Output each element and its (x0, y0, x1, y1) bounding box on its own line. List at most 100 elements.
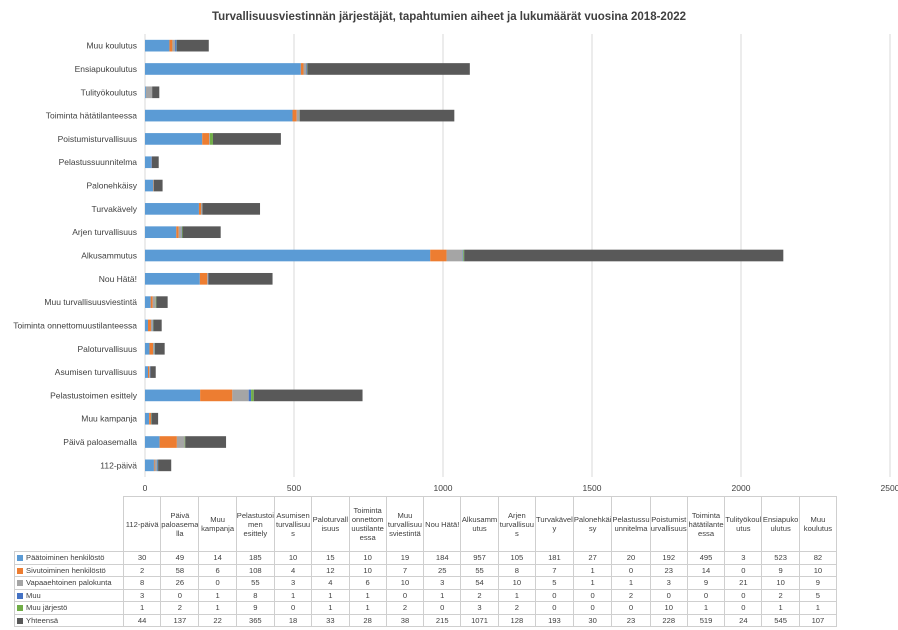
table-cell: 365 (235, 613, 275, 627)
table-cell: 1071 (460, 613, 499, 627)
table-cell: 181 (534, 551, 574, 565)
table-cell: 58 (160, 563, 200, 577)
bar-series (145, 39, 784, 472)
table-cell: 3 (273, 576, 313, 590)
table-cell: 0 (724, 601, 763, 615)
table-column-header: Tulityökoul utus (724, 496, 763, 552)
table-cell: 2 (761, 588, 800, 602)
table-row: Muu järjestö 1 2 1 9 0 1 1 2 0 3 2 0 0 0 10 1 0 1 1 (14, 601, 838, 615)
table-cell: 6 (198, 563, 237, 577)
table-cell: 0 (686, 588, 726, 602)
table-cell: 957 (460, 551, 499, 565)
bar-segment (176, 226, 179, 239)
table-cell: 2 (460, 588, 499, 602)
table-cell: 23 (611, 613, 651, 627)
bar-segment (209, 133, 213, 145)
table-cell: 3 (649, 576, 688, 590)
table-column-header: Pelastustoi men esittely (235, 496, 275, 552)
category-label: Muu turvallisuusviestintä (44, 297, 137, 307)
table-cell: 184 (423, 551, 462, 565)
category-label: Muu kampanja (81, 414, 137, 424)
table-cell: 18 (273, 613, 313, 627)
bar-segment (292, 109, 297, 122)
series-legend-label: Sivutoiminen henkilöstö (14, 563, 124, 577)
table-cell: 1 (423, 588, 462, 602)
bar-segment (178, 226, 182, 239)
bar-segment (207, 272, 209, 285)
table-cell: 0 (534, 601, 574, 615)
table-cell: 8 (235, 588, 275, 602)
bar-segment (153, 179, 163, 192)
table-cell: 0 (649, 588, 688, 602)
category-label: Tulityökoulutus (81, 87, 137, 97)
table-cell: 1 (761, 601, 800, 615)
bar-segment (154, 342, 165, 355)
legend-swatch (17, 592, 23, 599)
bar-segment (176, 39, 209, 52)
table-cell: 0 (385, 588, 425, 602)
table-cell: 0 (423, 601, 462, 615)
bar-segment (145, 63, 301, 75)
bar-segment (446, 249, 463, 262)
category-label: Asumisen turvallisuus (55, 367, 137, 377)
table-row: Muu 3 0 1 8 1 1 1 0 1 2 1 0 0 2 0 0 0 2 5 (14, 588, 838, 602)
table-cell: 1 (122, 601, 162, 615)
series-legend-label: Muu järjestö (14, 601, 124, 615)
bar-segment (307, 63, 470, 75)
table-cell: 3 (423, 576, 462, 590)
table-cell: 7 (534, 563, 574, 577)
bar-segment (169, 39, 173, 52)
table-column-header: Muu koulutus (798, 496, 838, 552)
category-label: Muu koulutus (86, 41, 137, 51)
bar-segment (152, 86, 160, 99)
bar-segment (145, 366, 148, 378)
table-cell: 9 (235, 601, 275, 615)
table-column-header: Turvakävel y (534, 496, 574, 552)
table-cell: 20 (611, 551, 651, 565)
bar-segment (151, 412, 159, 425)
table-cell: 26 (160, 576, 200, 590)
table-cell: 7 (385, 563, 425, 577)
table-cell: 10 (273, 551, 313, 565)
bar-segment (185, 436, 227, 448)
bar-segment (145, 389, 201, 402)
bar-segment (184, 436, 186, 448)
table-column-header: Asumisen turvallisuu s (273, 496, 313, 552)
legend-swatch (17, 567, 23, 574)
x-tick-label: 0 (143, 483, 148, 493)
table-cell: 2 (122, 563, 162, 577)
bar-segment (248, 389, 252, 402)
table-cell: 30 (122, 551, 162, 565)
table-cell: 38 (385, 613, 425, 627)
table-cell: 21 (724, 576, 763, 590)
table-cell: 10 (348, 551, 387, 565)
data-table: 112-päivä Päivä paloasema lla Muu kampanja… (14, 496, 838, 627)
table-column-header: Ensiapuko ulutus (761, 496, 800, 552)
table-cell: 22 (198, 613, 237, 627)
legend-swatch (17, 617, 23, 624)
table-cell: 519 (686, 613, 726, 627)
table-cell: 1 (572, 576, 613, 590)
bar-segment (149, 342, 154, 355)
bar-segment (145, 109, 293, 122)
category-label: Nou Hätä! (99, 274, 137, 284)
x-tick-label: 2500 (881, 483, 898, 493)
table-column-header: Alkusamm utus (460, 496, 499, 552)
table-cell: 1 (611, 576, 651, 590)
table-row: Vapaaehtoinen palokunta 8 26 0 55 3 4 6 10 3 54 10 5… (14, 576, 838, 590)
bar-segment (158, 459, 172, 472)
category-label: Palonehkäisy (86, 181, 137, 191)
table-cell: 0 (572, 601, 613, 615)
table-cell: 192 (649, 551, 688, 565)
table-cell: 5 (534, 576, 574, 590)
category-label: Ensiapukoulutus (75, 64, 137, 74)
bar-segment (151, 156, 159, 169)
table-cell: 0 (724, 563, 763, 577)
table-column-header: Toiminta hätätilante essa (686, 496, 726, 552)
table-cell: 2 (497, 601, 536, 615)
bar-segment (145, 86, 146, 99)
bar-segment (145, 412, 150, 425)
bar-segment (176, 436, 185, 448)
table-cell: 8 (497, 563, 536, 577)
bar-segment (155, 296, 157, 308)
